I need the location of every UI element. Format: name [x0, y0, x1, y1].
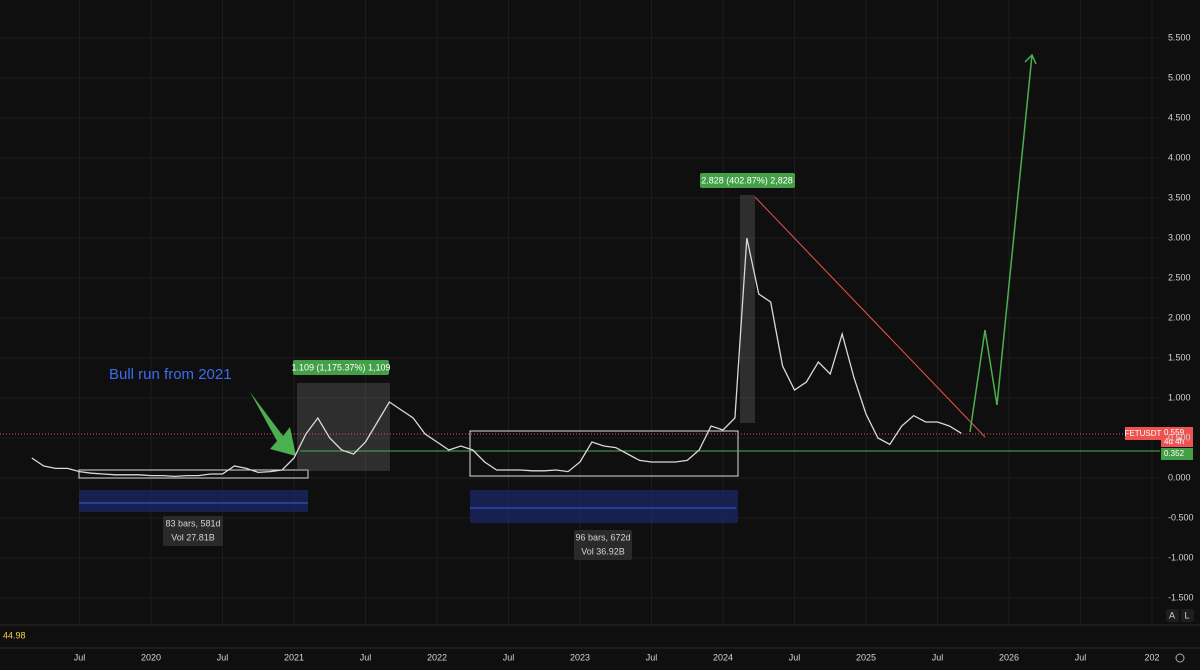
annotation: Bull run from 2021 — [109, 366, 232, 383]
y-tick-label: 5.500 — [1168, 32, 1191, 42]
projection-arrow — [1024, 53, 1037, 65]
countdown: 4d 4h — [1164, 437, 1184, 446]
y-tick-label: 3.000 — [1168, 232, 1191, 242]
x-tick-label: Jul — [789, 652, 801, 662]
label-box — [293, 360, 389, 375]
price-line — [31, 237, 962, 478]
x-tick-label: Jul — [1075, 652, 1087, 662]
range-label: 96 bars, 672d — [575, 532, 630, 542]
x-tick-label: 2022 — [427, 652, 447, 662]
x-tick-label: Jul — [217, 652, 229, 662]
y-tick-label: -0.500 — [1168, 512, 1194, 522]
x-tick-label: 2026 — [999, 652, 1019, 662]
y-tick-label: 4.000 — [1168, 152, 1191, 162]
x-tick-label: Jul — [503, 652, 515, 662]
date-range — [470, 490, 738, 523]
y-tick-label: 0.000 — [1168, 472, 1191, 482]
label-box — [700, 173, 795, 188]
range-label: Vol 36.92B — [581, 546, 625, 556]
price-label: 0.559 — [1164, 428, 1185, 437]
x-tick-label: 2020 — [141, 652, 161, 662]
x-tick-label: Jul — [932, 652, 944, 662]
range-box — [469, 430, 739, 477]
range-label: Vol 27.81B — [171, 532, 215, 542]
projection — [969, 54, 1033, 433]
trend-line — [754, 196, 986, 438]
label-box — [163, 516, 223, 546]
x-tick-label: 2021 — [284, 652, 304, 662]
button-label[interactable]: A — [1169, 610, 1175, 620]
x-tick-label: Jul — [74, 652, 86, 662]
y-tick-label: 2.000 — [1168, 312, 1191, 322]
y-tick-label: 2.500 — [1168, 272, 1191, 282]
x-tick-label: 2023 — [570, 652, 590, 662]
y-tick-label: 5.000 — [1168, 72, 1191, 82]
measure-label: 2.828 (402.87%) 2,828 — [701, 175, 793, 185]
settings-icon[interactable] — [1175, 653, 1185, 663]
y-tick-label: 1.500 — [1168, 352, 1191, 362]
y-tick-label: 3.500 — [1168, 192, 1191, 202]
level-label: 0.352 — [1164, 449, 1185, 458]
y-tick-label: -1.000 — [1168, 552, 1194, 562]
measure-label: 1.109 (1,175.37%) 1,109 — [291, 362, 390, 372]
symbol-box — [1125, 427, 1161, 440]
y-tick-label: 1.000 — [1168, 392, 1191, 402]
button[interactable] — [1181, 609, 1194, 622]
x-tick-label: 2024 — [713, 652, 733, 662]
measure-box — [740, 195, 755, 423]
button[interactable] — [1166, 609, 1179, 622]
symbol: FETUSDT — [1125, 429, 1162, 438]
indicator-value: 44.98 — [3, 630, 26, 640]
date-range — [79, 490, 308, 512]
x-tick-label: Jul — [646, 652, 658, 662]
level-box — [1161, 448, 1193, 460]
label-box — [574, 530, 632, 560]
price-box — [1161, 427, 1193, 447]
y-tick-label: 0.500 — [1168, 432, 1191, 442]
y-tick-label: -1.500 — [1168, 592, 1194, 602]
range-label: 83 bars, 581d — [165, 518, 220, 528]
x-tick-label: 2025 — [856, 652, 876, 662]
range-box — [78, 469, 309, 479]
arrow — [250, 392, 296, 456]
y-tick-label: 4.500 — [1168, 112, 1191, 122]
button-label[interactable]: L — [1184, 610, 1189, 620]
x-tick-label: Jul — [360, 652, 372, 662]
x-tick-label: 202 — [1144, 652, 1159, 662]
